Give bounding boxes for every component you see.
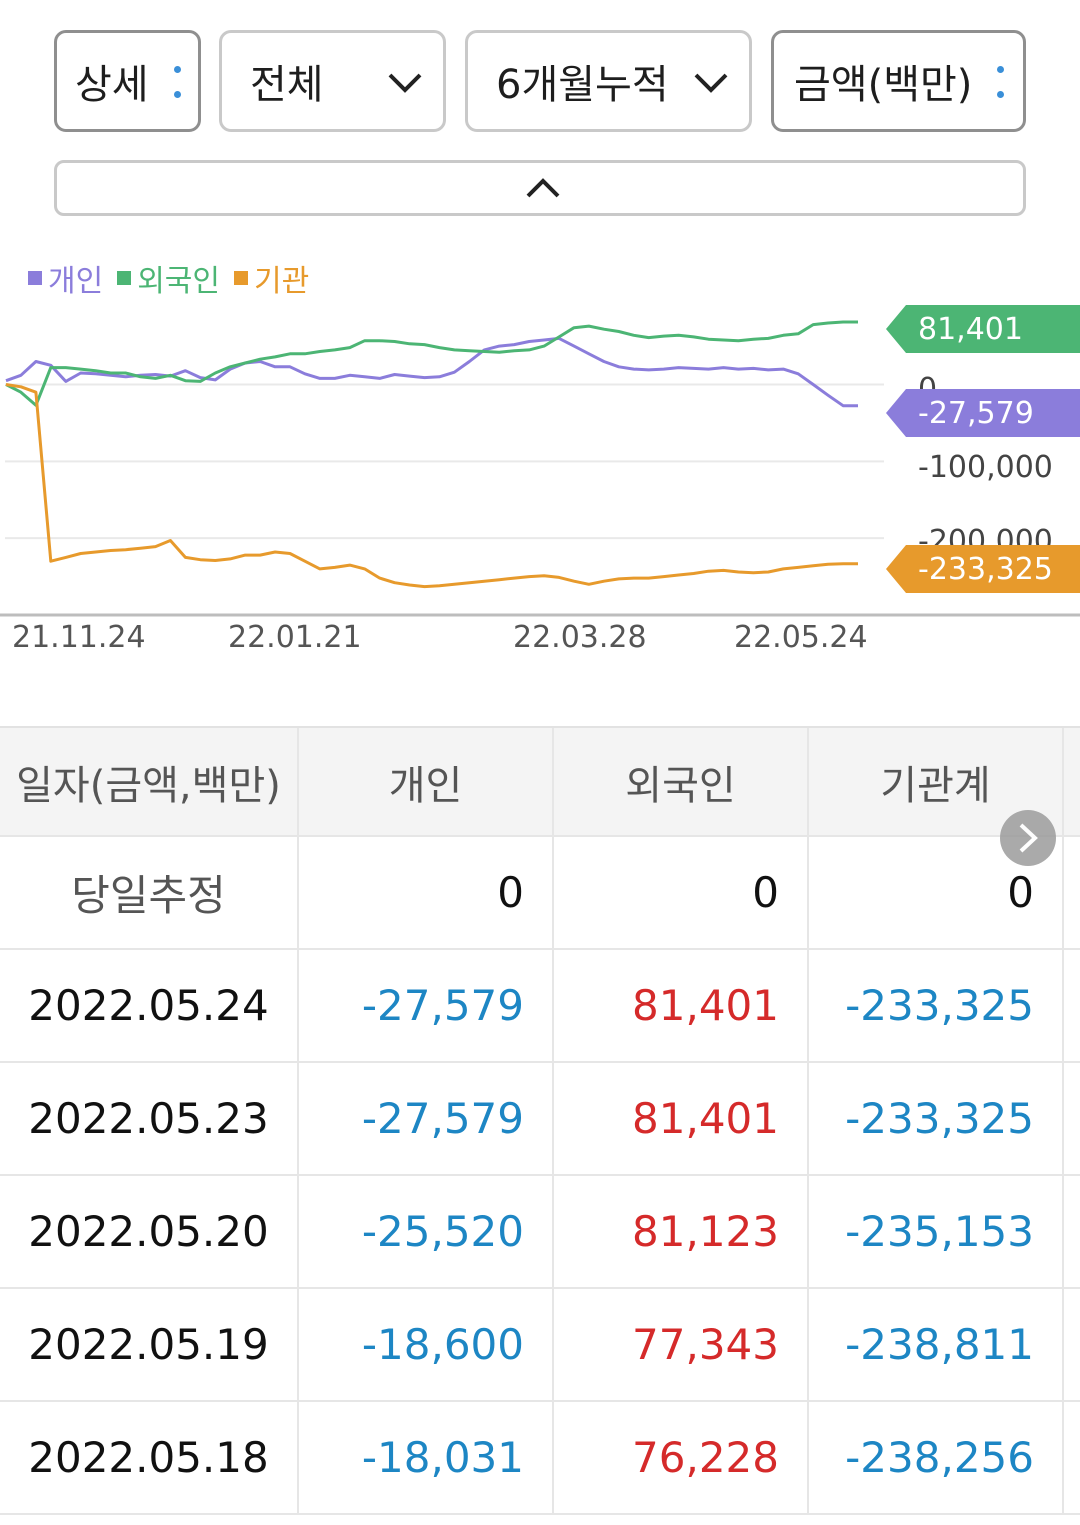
- row-foreign: 0: [554, 837, 809, 948]
- series-line-foreign: [5, 320, 858, 407]
- table-row[interactable]: 2022.05.19 -18,600 77,343 -238,811: [0, 1289, 1080, 1402]
- legend-label-foreign: 외국인: [137, 264, 221, 299]
- row-overflow: [1064, 1063, 1080, 1174]
- unit-menu-label: 금액(백만): [794, 62, 973, 108]
- row-individual: -18,031: [299, 1402, 554, 1513]
- scroll-right-button[interactable]: [1000, 810, 1056, 866]
- legend-swatch-institution: [234, 271, 249, 285]
- row-institution: -233,325: [809, 950, 1064, 1061]
- legend-swatch-individual: [28, 271, 42, 285]
- legend-label-institution: 기관: [254, 264, 310, 299]
- x-tick-label-2: 22.03.28: [513, 620, 647, 655]
- chart-legend: 개인 외국인 기관: [28, 256, 323, 300]
- chevron-down-icon: [694, 73, 728, 93]
- legend-item-foreign[interactable]: 외국인: [117, 256, 220, 300]
- row-date: 2022.05.18: [0, 1402, 299, 1513]
- y-tick-label-1: -100,000: [918, 450, 1053, 485]
- series-line-institution: [5, 383, 858, 589]
- table-row[interactable]: 당일추정 0 0 0: [0, 837, 1080, 950]
- individual-last-value-tag: -27,579: [886, 389, 1080, 437]
- table-row[interactable]: 2022.05.18 -18,031 76,228 -238,256: [0, 1402, 1080, 1515]
- row-individual: 0: [299, 837, 554, 948]
- row-individual: -27,579: [299, 1063, 554, 1174]
- header-overflow: [1064, 728, 1080, 835]
- row-foreign: 81,401: [554, 950, 809, 1061]
- scope-select[interactable]: 전체: [219, 30, 446, 132]
- row-foreign: 81,123: [554, 1176, 809, 1287]
- more-dots-icon: [996, 66, 1004, 98]
- legend-item-institution[interactable]: 기관: [234, 256, 309, 300]
- row-individual: -27,579: [299, 950, 554, 1061]
- detail-menu-button[interactable]: 상세: [54, 30, 201, 132]
- header-individual[interactable]: 개인: [299, 728, 554, 835]
- row-date: 2022.05.19: [0, 1289, 299, 1400]
- legend-swatch-foreign: [117, 271, 132, 285]
- period-select-value: 6개월누적: [496, 62, 669, 108]
- table-header-row: 일자(금액,백만) 개인 외국인 기관계: [0, 726, 1080, 837]
- row-date: 당일추정: [0, 837, 299, 948]
- x-tick-label-3: 22.05.24: [734, 620, 868, 655]
- header-date[interactable]: 일자(금액,백만): [0, 728, 299, 835]
- row-date: 2022.05.20: [0, 1176, 299, 1287]
- row-foreign: 77,343: [554, 1289, 809, 1400]
- series-line-individual: [5, 336, 858, 408]
- period-select[interactable]: 6개월누적: [465, 30, 752, 132]
- more-dots-icon: [173, 66, 181, 98]
- x-tick-label-1: 22.01.21: [228, 620, 362, 655]
- row-institution: -233,325: [809, 1063, 1064, 1174]
- row-institution: -238,256: [809, 1402, 1064, 1513]
- row-overflow: [1064, 1176, 1080, 1287]
- collapse-toggle-button[interactable]: [54, 160, 1026, 216]
- row-overflow: [1064, 1402, 1080, 1513]
- scope-select-value: 전체: [250, 62, 324, 108]
- row-foreign: 81,401: [554, 1063, 809, 1174]
- header-institution[interactable]: 기관계: [809, 728, 1064, 835]
- row-individual: -18,600: [299, 1289, 554, 1400]
- legend-item-individual[interactable]: 개인: [28, 256, 103, 300]
- filter-bar: 상세 전체 6개월누적 금액(백만): [54, 30, 1026, 132]
- row-institution: -235,153: [809, 1176, 1064, 1287]
- row-overflow: [1064, 1289, 1080, 1400]
- row-overflow: [1064, 950, 1080, 1061]
- row-date: 2022.05.24: [0, 950, 299, 1061]
- investor-table: 일자(금액,백만) 개인 외국인 기관계 당일추정 0 0 0 2022.05.…: [0, 726, 1080, 1515]
- table-row[interactable]: 2022.05.20 -25,520 81,123 -235,153: [0, 1176, 1080, 1289]
- unit-menu-button[interactable]: 금액(백만): [771, 30, 1026, 132]
- chevron-down-icon: [388, 73, 422, 93]
- row-individual: -25,520: [299, 1176, 554, 1287]
- row-foreign: 76,228: [554, 1402, 809, 1513]
- x-tick-label-0: 21.11.24: [12, 620, 146, 655]
- investor-trend-chart: [0, 320, 1080, 617]
- table-row[interactable]: 2022.05.23 -27,579 81,401 -233,325: [0, 1063, 1080, 1176]
- table-row[interactable]: 2022.05.24 -27,579 81,401 -233,325: [0, 950, 1080, 1063]
- row-overflow: [1064, 837, 1080, 948]
- chevron-right-icon: [1019, 823, 1038, 853]
- foreign-last-value-tag: 81,401: [886, 305, 1080, 353]
- chevron-up-icon: [526, 178, 560, 198]
- legend-label-individual: 개인: [48, 264, 104, 299]
- row-institution: 0: [809, 837, 1064, 948]
- row-institution: -238,811: [809, 1289, 1064, 1400]
- institution-last-value-tag: -233,325: [886, 545, 1080, 593]
- detail-menu-label: 상세: [75, 62, 149, 108]
- header-foreign[interactable]: 외국인: [554, 728, 809, 835]
- row-date: 2022.05.23: [0, 1063, 299, 1174]
